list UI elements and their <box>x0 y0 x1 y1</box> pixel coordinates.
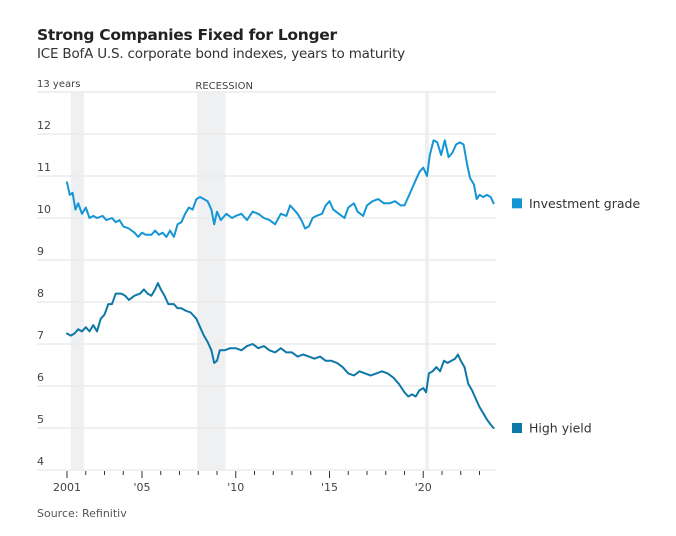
series-line-high-yield <box>66 282 495 429</box>
y-tick-label: 12 <box>37 119 51 132</box>
y-tick-label: 7 <box>37 329 44 342</box>
source-note: Source: Refinitiv <box>37 507 127 520</box>
legend-swatch <box>512 198 522 209</box>
legend-label: High yield <box>529 421 592 436</box>
y-tick-label: 4 <box>37 455 44 468</box>
recession-bands <box>70 92 429 470</box>
x-tick-label: '15 <box>321 481 338 494</box>
y-tick-label: 10 <box>37 203 51 216</box>
legend-swatch <box>512 423 522 433</box>
series-lines <box>66 139 495 429</box>
x-tick-label: 2001 <box>53 481 81 494</box>
y-tick-label: 13 years <box>37 79 80 90</box>
x-axis: 2001 '05 '10 '15 '20 <box>37 469 496 494</box>
recession-band <box>70 92 84 470</box>
x-tick-label: '05 <box>133 481 150 494</box>
y-tick-label: 9 <box>37 245 44 258</box>
recession-annotation: RECESSION <box>195 81 253 92</box>
legend: Investment grade High yield <box>512 196 640 436</box>
legend-item-investment-grade: Investment grade <box>512 196 640 211</box>
x-tick-label: '20 <box>415 481 432 494</box>
y-tick-label: 8 <box>37 287 44 300</box>
series-line-investment-grade <box>66 139 495 238</box>
y-tick-label: 5 <box>37 413 44 426</box>
y-axis: 4 5 6 7 8 9 10 11 12 13 years <box>37 79 80 468</box>
y-tick-label: 6 <box>37 371 44 384</box>
chart-title: Strong Companies Fixed for Longer <box>37 26 337 44</box>
legend-item-high-yield: High yield <box>512 421 592 436</box>
recession-band <box>197 92 226 470</box>
gridlines <box>37 91 496 429</box>
legend-label: Investment grade <box>529 196 640 211</box>
recession-band <box>425 92 429 470</box>
y-tick-label: 11 <box>37 161 51 174</box>
chart-subtitle: ICE BofA U.S. corporate bond indexes, ye… <box>37 46 405 62</box>
x-tick-label: '10 <box>227 481 244 494</box>
